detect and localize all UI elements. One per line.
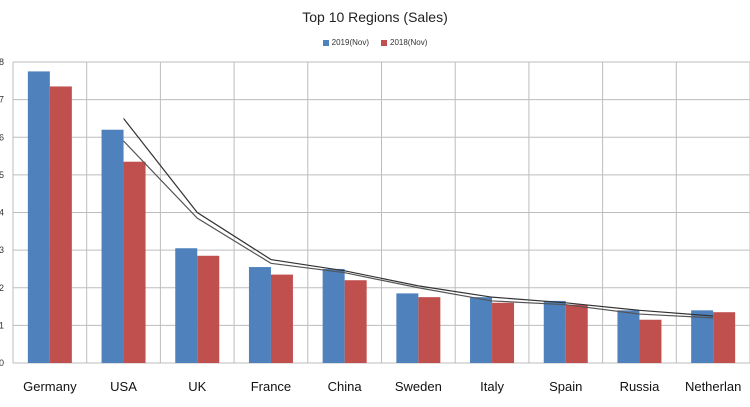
- bar-2019-russia: [617, 310, 640, 363]
- bar-2019-usa: [101, 129, 124, 363]
- bar-2019-china: [322, 268, 345, 363]
- x-tick-label: Russia: [620, 379, 661, 394]
- bar-2018-france: [270, 274, 293, 363]
- x-tick-label: France: [251, 379, 291, 394]
- legend-label-2019: 2019(Nov): [331, 38, 369, 47]
- bar-2019-sweden: [396, 293, 419, 363]
- x-tick-label: Spain: [549, 379, 582, 394]
- bar-2018-china: [344, 280, 367, 363]
- legend-label-2018: 2018(Nov): [390, 38, 428, 47]
- bar-2018-netherlan: [713, 312, 736, 363]
- y-tick-label: 1: [0, 320, 4, 330]
- bar-2019-france: [248, 267, 271, 363]
- bar-2018-germany: [49, 86, 72, 364]
- bar-2018-sweden: [418, 297, 441, 363]
- bar-2019-germany: [27, 71, 50, 363]
- y-tick-label: 7: [0, 95, 4, 105]
- chart-title: Top 10 Regions (Sales): [302, 9, 448, 25]
- trendline-1: [123, 118, 714, 317]
- y-tick-label: 8: [0, 57, 4, 67]
- bar-2018-italy: [492, 302, 515, 363]
- bar-2019-italy: [470, 297, 493, 363]
- y-tick-label: 3: [0, 245, 4, 255]
- legend: 2019(Nov) 2018(Nov): [0, 38, 750, 47]
- bar-2018-spain: [565, 304, 588, 363]
- y-tick-label: 6: [0, 132, 4, 142]
- x-tick-label: Sweden: [395, 379, 442, 394]
- legend-swatch-2018: [381, 39, 387, 46]
- x-tick-label: UK: [188, 379, 206, 394]
- y-tick-label: 4: [0, 208, 4, 218]
- y-tick-label: 2: [0, 283, 4, 293]
- bar-2018-usa: [123, 161, 146, 363]
- x-tick-label: USA: [110, 379, 137, 394]
- legend-item-2019: 2019(Nov): [322, 38, 369, 47]
- trendline-2: [123, 140, 714, 319]
- bar-2018-russia: [639, 319, 662, 363]
- bar-2019-netherlan: [691, 310, 714, 363]
- x-tick-label: Netherlan: [685, 379, 741, 394]
- bar-2019-uk: [175, 248, 198, 363]
- y-tick-label: 0: [0, 358, 4, 368]
- bar-2018-uk: [197, 255, 220, 363]
- legend-item-2018: 2018(Nov): [381, 38, 427, 47]
- legend-swatch-2019: [322, 39, 329, 46]
- x-tick-label: Germany: [23, 379, 77, 394]
- x-tick-label: Italy: [480, 379, 504, 394]
- bar-2019-spain: [543, 300, 566, 363]
- x-tick-label: China: [328, 379, 363, 394]
- y-tick-label: 5: [0, 170, 4, 180]
